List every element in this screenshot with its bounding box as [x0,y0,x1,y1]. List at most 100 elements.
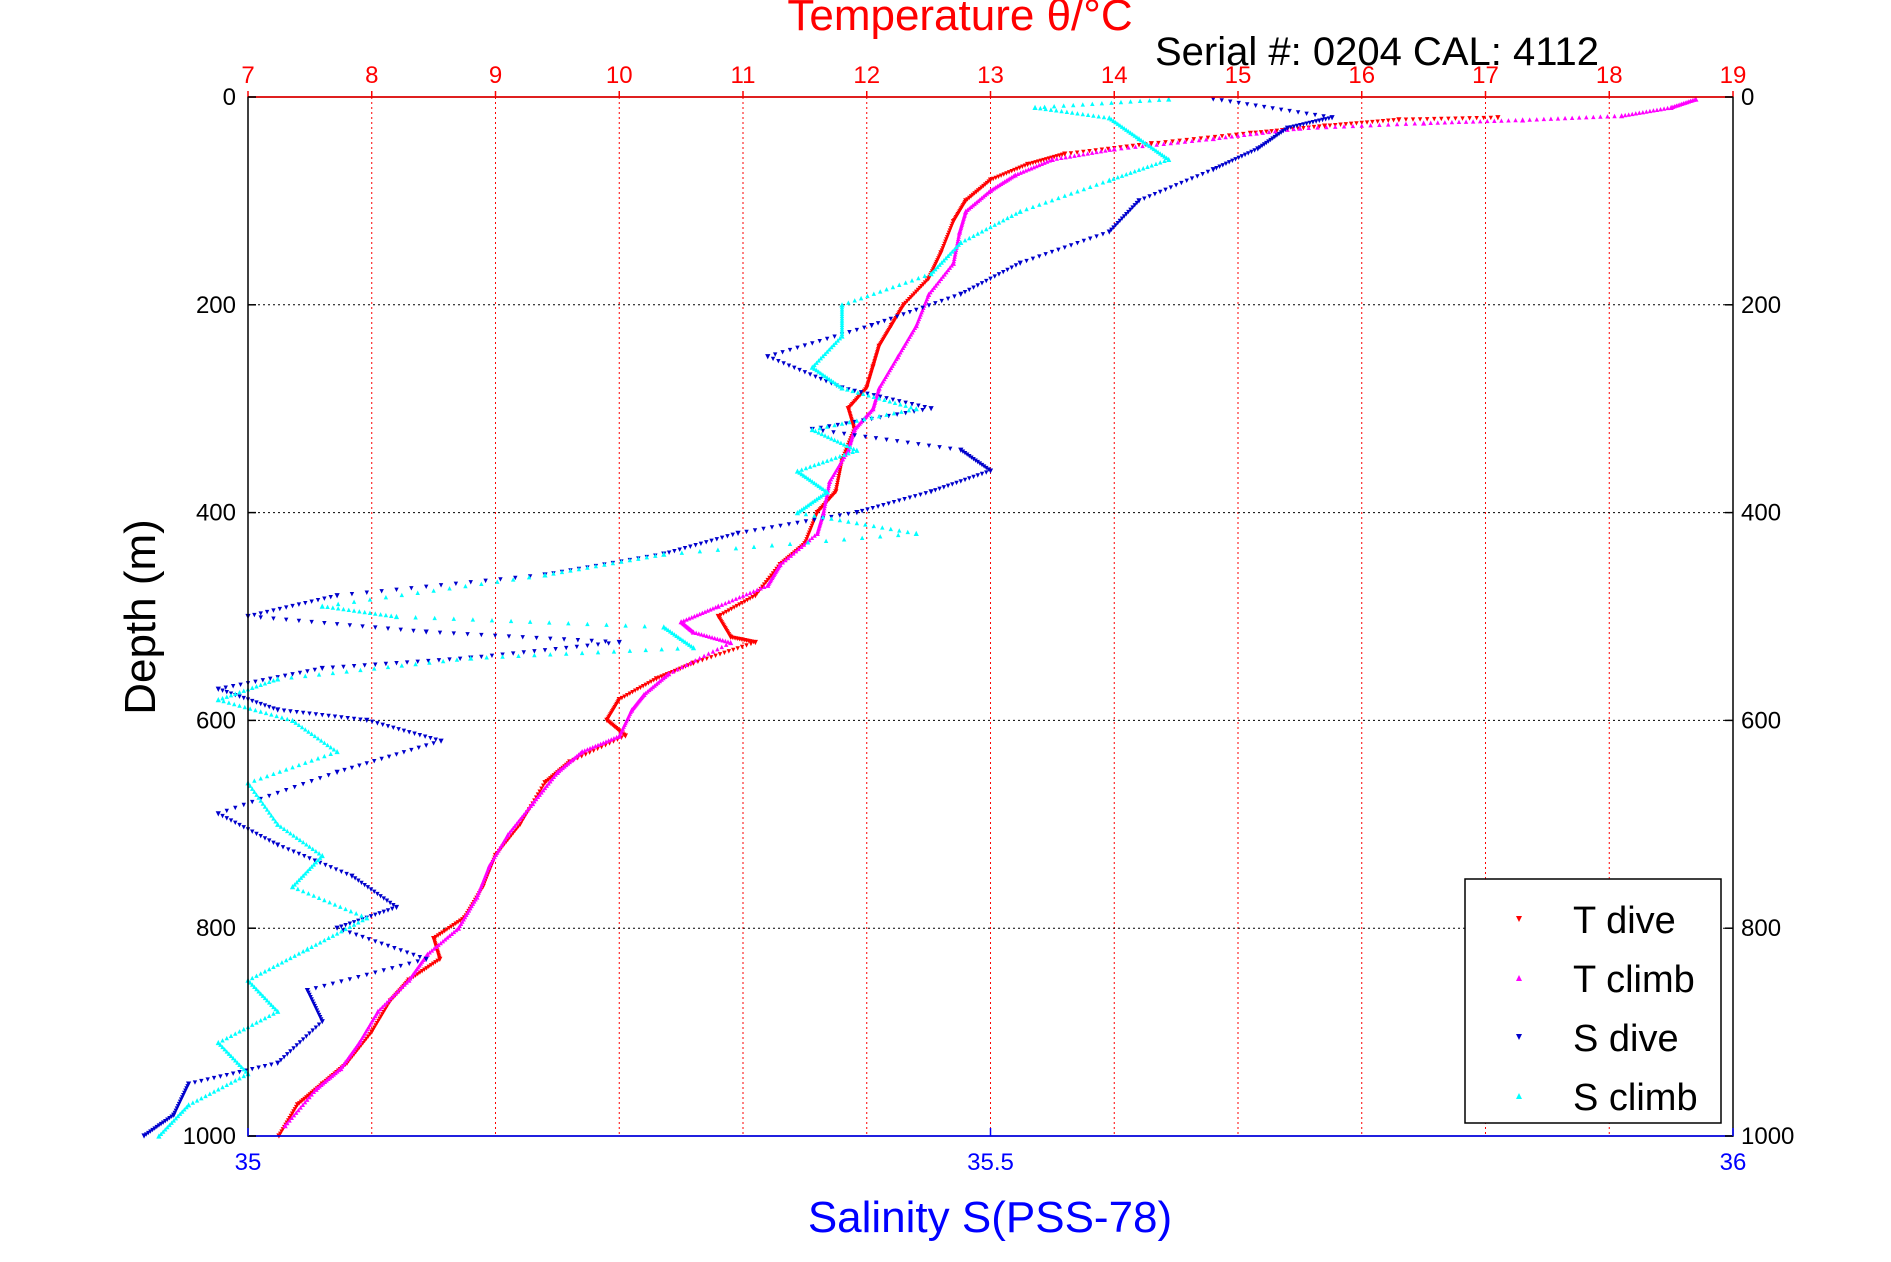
data-point-interp [839,311,845,316]
data-point-interp [712,635,717,641]
data-point-interp [335,601,341,607]
data-point-interp [667,629,673,634]
data-point-interp [950,221,955,227]
data-point-interp [971,233,976,238]
data-point-interp [277,769,283,774]
data-point-interp [1056,195,1061,201]
data-point-interp [962,477,968,483]
data-point-interp [829,344,834,350]
data-point-interp [347,921,353,926]
data-point-interp [292,1107,298,1112]
plot-area [141,96,1699,1139]
data-point-interp [328,865,333,870]
data-point-interp [1013,263,1019,268]
data-point-interp [564,645,569,651]
data-point-interp [726,608,732,613]
data-point-interp [307,992,312,998]
data-point-interp [1260,130,1265,135]
data-point-interp [945,267,951,273]
data-point-interp [1115,174,1120,180]
data-point-interp [296,602,302,607]
data-point-interp [1158,160,1163,165]
data-point-interp [307,856,312,861]
data-point-interp [859,508,865,514]
data-point-interp [984,226,989,232]
data-point-interp [311,893,316,898]
data-point-interp [247,980,253,985]
data-point-interp [836,474,842,479]
data-point-interp [250,982,255,987]
data-point-interp [914,307,919,313]
data-point-interp [362,609,367,615]
data-point-interp [996,174,1001,179]
data-point-interp [409,747,414,753]
data-point-interp [325,604,330,610]
data-point-interp [689,615,694,620]
data-point [1520,117,1526,123]
x-axis-label-bottom: Salinity S(PSS-78) [808,1193,1172,1242]
data-point-interp [283,617,289,623]
data-point-interp [1091,113,1096,118]
data-point-interp [675,646,680,651]
data-point-interp [1012,167,1017,173]
data-point-interp [526,805,532,811]
data-point-interp [1403,121,1409,126]
data-point-interp [1191,137,1197,142]
data-point-interp [659,646,664,652]
data-point-interp [264,773,270,779]
data-point-interp [1130,131,1135,137]
data-point-interp [359,913,364,918]
data-point-interp [907,495,913,500]
data-point-interp [278,824,284,829]
data-point-interp [1130,143,1136,149]
data-point-interp [271,840,276,846]
data-point-interp [1061,103,1066,108]
data-point-interp [1163,187,1168,192]
data-point-interp [894,412,900,417]
data-point-interp [699,632,704,637]
data-point-interp [1205,169,1211,175]
data-point-interp [428,963,434,968]
data-point-interp [1001,269,1006,275]
data-point-interp [975,473,980,478]
data-point-interp [1239,154,1245,159]
data-point-interp [379,941,384,946]
data-point-interp [498,577,503,582]
data-point-interp [373,970,378,975]
data-point-interp [233,805,238,811]
data-point-interp [610,560,616,566]
data-point-interp [839,324,845,330]
data-point-interp [807,501,813,506]
data-point-interp [861,391,866,397]
data-point-interp [178,1097,184,1102]
data-point-interp [539,790,544,795]
data-point-interp [1492,118,1497,123]
top-tick-label: 18 [1596,62,1623,89]
data-point-interp [850,449,855,454]
data-point-interp [381,896,386,901]
data-point-interp [940,274,945,279]
data-point-interp [182,1107,187,1112]
data-point-interp [1030,204,1036,210]
data-point-interp [315,1010,321,1016]
data-point-interp [818,485,823,490]
data-point-interp [267,810,272,815]
data-point-interp [1266,139,1271,144]
data-point-interp [1126,128,1131,134]
data-point-interp [343,923,348,928]
chart-title: Temperature θ/°C [787,0,1132,40]
data-point-interp [228,1080,234,1085]
data-point-interp [1323,117,1328,122]
data-point-interp [541,783,546,788]
data-point-interp [357,609,362,614]
data-point-interp [1093,148,1098,153]
data-point-interp [1499,118,1504,123]
data-point-interp [392,946,397,951]
data-point-interp [1304,121,1309,126]
data-point-interp [898,402,903,407]
data-point-interp [372,889,377,895]
data-point-interp [292,882,297,887]
data-point-interp [311,1001,316,1007]
data-point-interp [837,471,842,477]
data-point-interp [1637,110,1642,115]
